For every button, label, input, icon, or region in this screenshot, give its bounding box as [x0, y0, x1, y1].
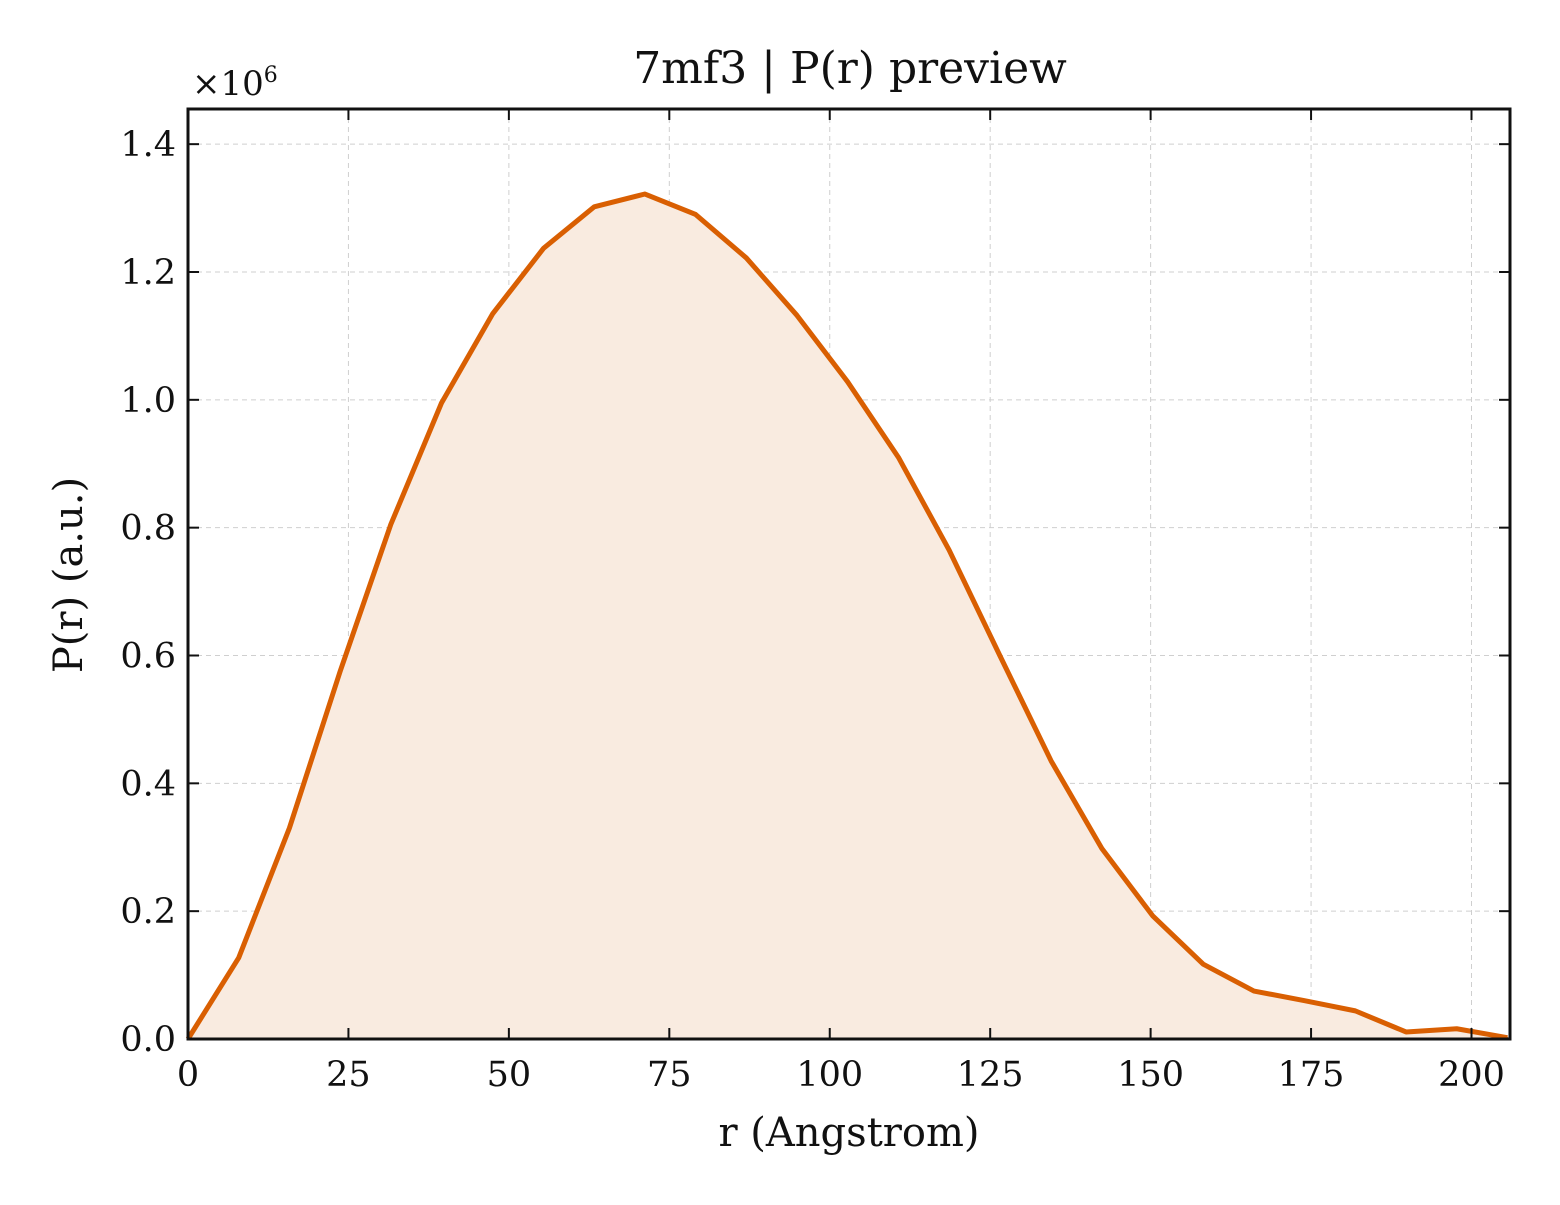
pr-point: [237, 957, 240, 959]
pr-point: [948, 549, 950, 551]
y-tick-label: 0.6: [120, 636, 176, 676]
x-tick-label: 75: [647, 1055, 692, 1095]
y-tick-label: 1.4: [120, 125, 176, 165]
y-tick-label: 1.0: [120, 381, 176, 421]
x-tick-label: 150: [1117, 1055, 1184, 1095]
x-tick-label: 50: [487, 1055, 532, 1095]
y-multiplier-label: ×106: [192, 63, 278, 104]
y-tick-label: 0.8: [120, 509, 176, 549]
x-tick-label: 125: [957, 1055, 1024, 1095]
y-axis-label: P(r) (a.u.): [46, 477, 92, 673]
y-tick-label: 0.0: [120, 1020, 176, 1060]
y-tick-label: 1.2: [120, 253, 176, 293]
area-layer: [188, 194, 1508, 1039]
x-axis-label: r (Angstrom): [718, 1110, 979, 1156]
x-tick-label: 0: [177, 1055, 199, 1095]
x-tick-label: 100: [796, 1055, 863, 1095]
pr-point: [1151, 914, 1154, 917]
pr-point: [1354, 1010, 1357, 1012]
pr-point: [440, 402, 443, 404]
ticks: 0 25 50 75 100 125 150 175 200 0.0 0.2 0.4 0.6 0.8 1.0…: [120, 109, 1510, 1095]
pr-point: [999, 654, 1001, 657]
chart-title: 7mf3 | P(r) preview: [633, 43, 1067, 94]
pr-point: [288, 827, 291, 829]
pr-point: [644, 193, 646, 195]
x-tick-label: 200: [1438, 1055, 1505, 1095]
pr-point: [796, 314, 798, 317]
y-multiplier-exponent: 6: [264, 63, 278, 88]
pr-point: [1101, 847, 1103, 850]
pr-point: [389, 523, 392, 526]
plot-frame: [186, 107, 1512, 1041]
x-tick-label: 175: [1278, 1055, 1345, 1095]
y-tick-label: 0.4: [120, 764, 176, 804]
pr-point: [492, 312, 494, 315]
pr-point: [1455, 1027, 1458, 1030]
pr-point: [694, 213, 697, 216]
pr-point: [1405, 1031, 1407, 1033]
pr-point: [593, 205, 596, 208]
pr-point: [745, 257, 748, 259]
pr-point: [339, 670, 341, 673]
pr-point: [1050, 760, 1052, 762]
pr-point: [897, 456, 900, 459]
pr-point: [1253, 990, 1255, 992]
pr-point: [542, 247, 545, 250]
pr-point: [1202, 963, 1205, 966]
pr-point: [1303, 999, 1306, 1002]
y-tick-label: 0.2: [120, 892, 176, 932]
pr-point: [846, 381, 849, 383]
x-tick-label: 25: [326, 1055, 371, 1095]
y-multiplier-base: ×10: [192, 64, 264, 104]
pr-area-fill: [188, 194, 1508, 1039]
